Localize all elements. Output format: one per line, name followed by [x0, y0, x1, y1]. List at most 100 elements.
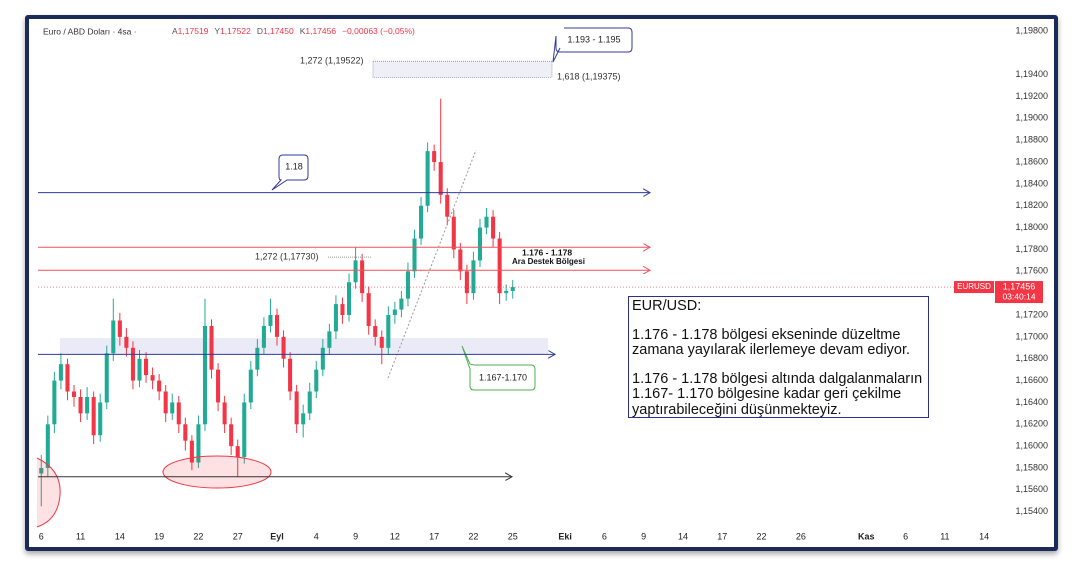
callout-shape: [552, 27, 633, 63]
candle-body: [399, 298, 404, 310]
x-tick-label: 9: [353, 531, 358, 541]
candle-body: [242, 402, 247, 458]
ohlc-value: 1,17522: [220, 26, 251, 36]
candle-body: [124, 336, 129, 348]
y-tick-label: 1,19200: [1015, 91, 1048, 101]
candle-body: [491, 216, 496, 239]
x-tick-label: 17: [717, 531, 727, 541]
ohlc-key: A: [172, 26, 178, 36]
price-label: 1,17456: [1003, 281, 1036, 291]
price-tag: [995, 281, 1043, 304]
candle-body: [340, 304, 345, 316]
x-tick-label: Eyl: [270, 531, 284, 541]
fib-zone: [372, 60, 553, 78]
highlight-ellipse: [162, 455, 272, 489]
candle-body: [104, 353, 109, 403]
candle-body: [464, 271, 469, 294]
candle-body: [373, 325, 378, 337]
y-tick-label: 1,18000: [1015, 222, 1048, 232]
x-tick-label: 22: [468, 531, 478, 541]
callout-label: 1.18: [285, 161, 303, 171]
candle-body: [117, 320, 122, 337]
support-zone: [60, 337, 548, 355]
x-tick-label: 6: [39, 531, 44, 541]
candle-body: [458, 249, 463, 272]
candle-body: [229, 424, 234, 447]
x-tick-label: 14: [979, 531, 989, 541]
x-tick-label: 25: [508, 531, 518, 541]
candle-body: [477, 227, 483, 261]
candle-body: [412, 238, 417, 272]
candle-body: [419, 205, 424, 239]
candle-body: [98, 402, 103, 436]
candle-body: [353, 260, 358, 283]
ohlc-key: Y: [214, 26, 220, 36]
candle-body: [379, 336, 384, 348]
candle-body: [71, 391, 77, 397]
y-tick-label: 1,17200: [1015, 309, 1048, 319]
candle-body: [281, 336, 286, 359]
candle-body: [360, 260, 365, 294]
overlay: Euro / ABD Doları · 4sa · A1,17519 Y1,175…: [36, 25, 1048, 541]
candle-body: [268, 315, 273, 326]
candle-body: [189, 440, 194, 463]
candle-body: [183, 424, 188, 441]
candle-body: [425, 151, 430, 206]
y-tick-label: 1,18200: [1015, 200, 1048, 210]
candle-body: [307, 391, 312, 414]
x-tick-label: 6: [903, 531, 908, 541]
x-tick-label: 26: [796, 531, 806, 541]
zone-subtitle: Ara Destek Bölgesi: [512, 257, 585, 266]
candle-body: [445, 194, 450, 217]
candle-body: [320, 347, 325, 370]
y-tick-label: 1,16800: [1015, 353, 1048, 363]
y-tick-label: 1,16200: [1015, 419, 1048, 429]
y-tick-label: 1,18400: [1015, 178, 1048, 188]
y-tick-label: 1,18800: [1015, 135, 1048, 145]
candle-body: [510, 287, 515, 291]
candle-body: [504, 290, 509, 294]
candle-body: [45, 424, 50, 468]
x-tick-label: 11: [76, 531, 85, 541]
callout-shape: [271, 154, 309, 191]
y-tick-label: 1,17000: [1015, 331, 1048, 341]
candle-body: [39, 467, 44, 474]
note-box: EUR/USD: 1.176 - 1.178 bölgesi ekseninde…: [628, 296, 929, 418]
y-tick-label: 1,19000: [1015, 113, 1048, 123]
ohlc-header: A1,17519 Y1,17522 D1,17450 K1,17456 −0,00063…: [172, 26, 415, 36]
candle-body: [432, 151, 437, 163]
highlight-ellipse: [36, 457, 61, 528]
candle-body: [176, 402, 181, 425]
symbol-tag: [954, 281, 994, 294]
ohlc-key: D: [257, 26, 263, 36]
candle-body: [255, 347, 260, 370]
plot-area: [39, 98, 548, 507]
y-tick-label: 1,19400: [1015, 69, 1048, 79]
candle-body: [294, 391, 299, 425]
candle-body: [346, 282, 352, 316]
y-tick-label: 1,17600: [1015, 266, 1048, 276]
candle-body: [235, 446, 240, 458]
x-tick-label: 22: [193, 531, 203, 541]
callout-label: 1.193 - 1.195: [567, 34, 620, 44]
x-tick-label: 11: [940, 531, 949, 541]
y-tick-label: 1,17800: [1015, 244, 1048, 254]
candle-body: [301, 413, 306, 425]
y-tick-label: 1,19800: [1015, 25, 1048, 35]
candle-body: [196, 424, 201, 463]
candle-body: [216, 369, 221, 403]
callout-shape: [461, 345, 536, 391]
candle-body: [58, 364, 63, 381]
candle-body: [78, 396, 83, 414]
candle-body: [202, 325, 208, 425]
candle-body: [144, 358, 149, 376]
candle-body: [451, 216, 456, 250]
y-tick-label: 1,16400: [1015, 397, 1048, 407]
candle-body: [366, 293, 371, 326]
candle-body: [52, 380, 57, 425]
fib-label: 1,272 (1,19522): [300, 56, 364, 66]
candle-body: [157, 380, 162, 392]
candle-body: [386, 315, 391, 348]
